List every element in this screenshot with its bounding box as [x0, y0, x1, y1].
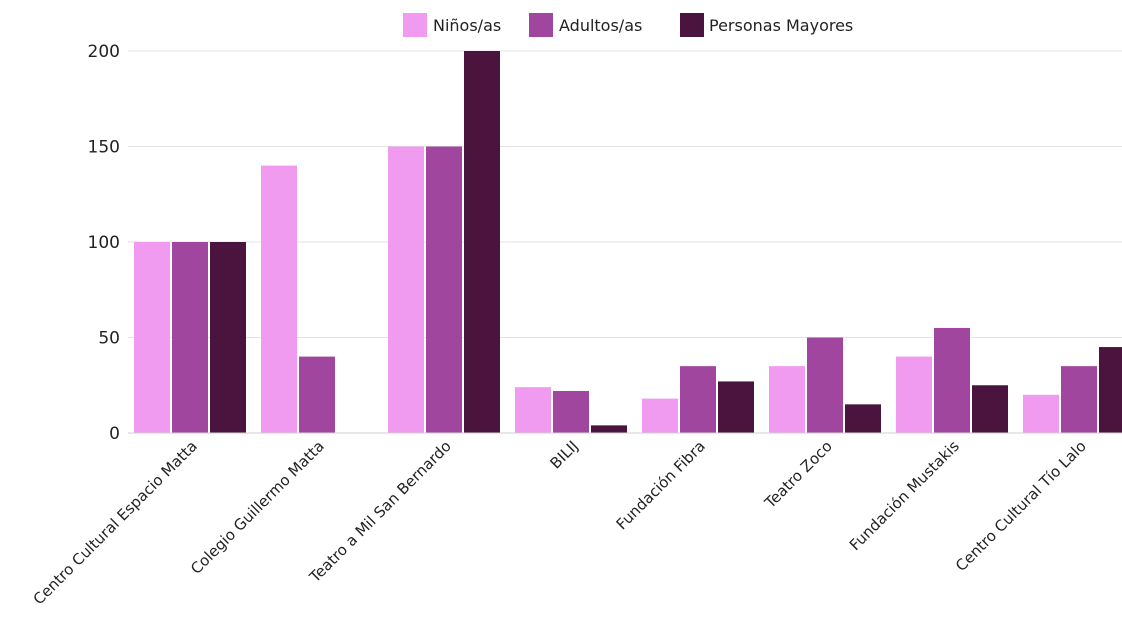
bar: [769, 366, 805, 433]
bar-group: [261, 165, 335, 433]
bar: [1061, 366, 1097, 433]
legend-item: Adultos/as: [529, 13, 642, 37]
legend-swatch: [680, 13, 704, 37]
legend-swatch: [529, 13, 553, 37]
x-tick-label: Teatro a Mil San Bernardo: [305, 437, 454, 586]
bar-group: [134, 242, 246, 433]
x-tick-label: Teatro Zoco: [760, 437, 835, 512]
bar: [642, 398, 678, 433]
bar: [553, 390, 589, 433]
bar: [426, 146, 462, 433]
bar: [807, 337, 843, 433]
bar: [515, 387, 551, 433]
bar-group: [896, 327, 1008, 433]
bar-group: [388, 51, 500, 433]
bar-group: [769, 337, 881, 433]
bar: [1023, 394, 1059, 433]
legend-item: Personas Mayores: [680, 13, 853, 37]
y-axis: 0 50 100 150 200: [88, 42, 120, 444]
bar: [718, 381, 754, 433]
legend-swatch: [403, 13, 427, 37]
y-tick-label: 150: [88, 138, 120, 158]
bar: [680, 366, 716, 433]
bar-group: [642, 366, 754, 433]
y-tick-label: 100: [88, 233, 120, 253]
bar: [934, 327, 970, 433]
x-tick-label: BILIJ: [547, 437, 582, 472]
bar: [299, 356, 335, 433]
bar-group: [515, 387, 627, 433]
x-tick-label: Fundación Fibra: [613, 437, 709, 533]
bar: [210, 242, 246, 433]
y-tick-label: 200: [88, 42, 120, 62]
bar-group: [1023, 347, 1122, 433]
legend-label: Niños/as: [433, 16, 501, 35]
bar: [134, 242, 170, 433]
x-tick-label: Colegio Guillermo Matta: [187, 437, 328, 578]
x-tick-label: Centro Cultural Tío Lalo: [952, 437, 1090, 575]
bar: [388, 146, 424, 433]
bar: [845, 404, 881, 433]
legend-item: Niños/as: [403, 13, 501, 37]
legend-label: Adultos/as: [559, 16, 642, 35]
x-tick-label: Fundación Mustakis: [846, 437, 963, 554]
bar: [261, 165, 297, 433]
x-tick-label: Centro Cultural Espacio Matta: [30, 437, 201, 608]
bars: [134, 51, 1122, 433]
bar: [172, 242, 208, 433]
bar: [591, 425, 627, 433]
y-tick-label: 0: [109, 424, 120, 444]
bar: [464, 51, 500, 433]
bar: [896, 356, 932, 433]
bar: [972, 385, 1008, 433]
legend: Niños/as Adultos/as Personas Mayores: [403, 13, 853, 37]
bar: [1099, 347, 1122, 433]
y-tick-label: 50: [98, 329, 120, 349]
legend-label: Personas Mayores: [709, 16, 853, 35]
